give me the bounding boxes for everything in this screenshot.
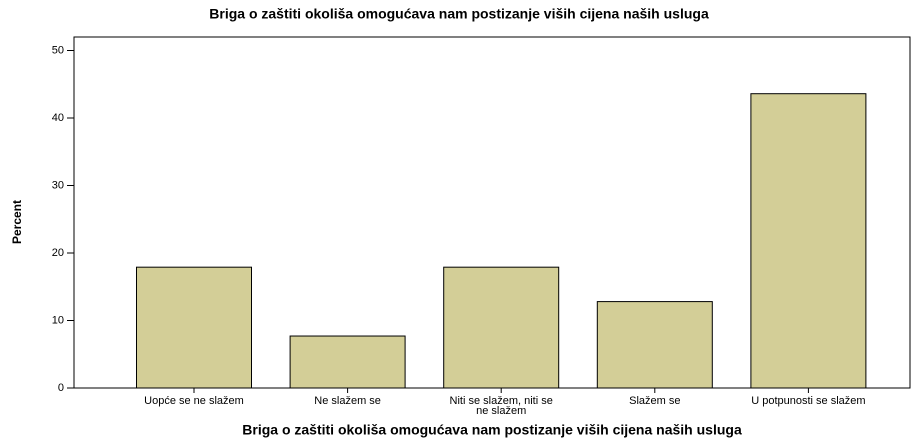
y-tick-label: 0 (58, 382, 64, 394)
chart-title: Briga o zaštiti okoliša omogućava nam po… (209, 6, 709, 22)
x-tick-label: Uopće se ne slažem (144, 395, 244, 407)
y-axis-title: Percent (10, 200, 24, 244)
bar (750, 93, 867, 389)
bar (443, 266, 560, 389)
y-tick-label: 40 (52, 112, 64, 124)
y-tick-label: 20 (52, 247, 64, 259)
x-tick-label: Slažem se (629, 395, 681, 407)
x-axis-title: Briga o zaštiti okoliša omogućava nam po… (242, 422, 742, 438)
bar (136, 266, 252, 389)
y-tick-label: 10 (52, 314, 64, 326)
y-tick-label: 30 (52, 179, 64, 191)
bar (289, 335, 406, 389)
x-tick-label: Ne slažem se (314, 395, 381, 407)
x-tick-label: Niti se slažem, niti se ne slažem (449, 395, 553, 417)
bar (596, 301, 713, 389)
x-tick-label: U potpunosti se slažem (751, 395, 866, 407)
y-tick-label: 50 (52, 44, 64, 56)
